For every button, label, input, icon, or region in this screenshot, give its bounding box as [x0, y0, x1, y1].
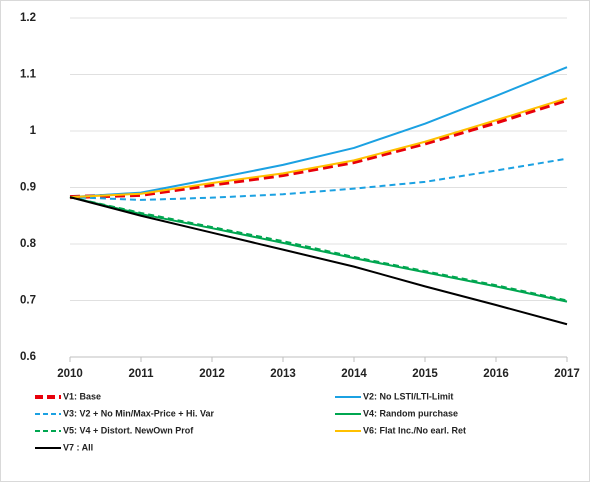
x-tick-label: 2017: [554, 368, 580, 380]
series-line: [69, 97, 568, 199]
x-tick-label: 2014: [341, 368, 367, 380]
legend-label: V6: Flat Inc./No earl. Ret: [363, 425, 466, 435]
x-tick-label: 2015: [412, 368, 438, 380]
series-line: [69, 157, 568, 201]
series-line: [69, 196, 568, 326]
x-tick-label: 2012: [199, 368, 225, 380]
x-tick-label: 2016: [483, 368, 509, 380]
legend-label: V7 : All: [63, 442, 93, 452]
series-line: [69, 196, 568, 303]
x-tick-label: 2011: [129, 368, 155, 380]
series-line: [69, 98, 568, 200]
y-tick-label: 0.9: [20, 182, 36, 194]
legend-label: V5: V4 + Distort. NewOwn Prof: [63, 425, 194, 435]
y-tick-label: 0.6: [20, 351, 36, 363]
legend-label: V1: Base: [63, 391, 101, 401]
legend-label: V4: Random purchase: [363, 408, 458, 418]
y-tick-label: 1.1: [20, 69, 37, 81]
y-tick-label: 1: [30, 125, 37, 137]
legend-label: V3: V2 + No Min/Max-Price + Hi. Var: [63, 408, 215, 418]
legend-label: V2: No LSTI/LTI-Limit: [363, 391, 453, 401]
x-tick-label: 2010: [57, 368, 83, 380]
y-tick-label: 1.2: [20, 12, 36, 24]
series-line: [69, 196, 568, 302]
y-tick-label: 0.7: [20, 295, 36, 307]
x-tick-label: 2013: [270, 368, 296, 380]
y-tick-label: 0.8: [20, 238, 37, 250]
series-line: [69, 66, 568, 199]
